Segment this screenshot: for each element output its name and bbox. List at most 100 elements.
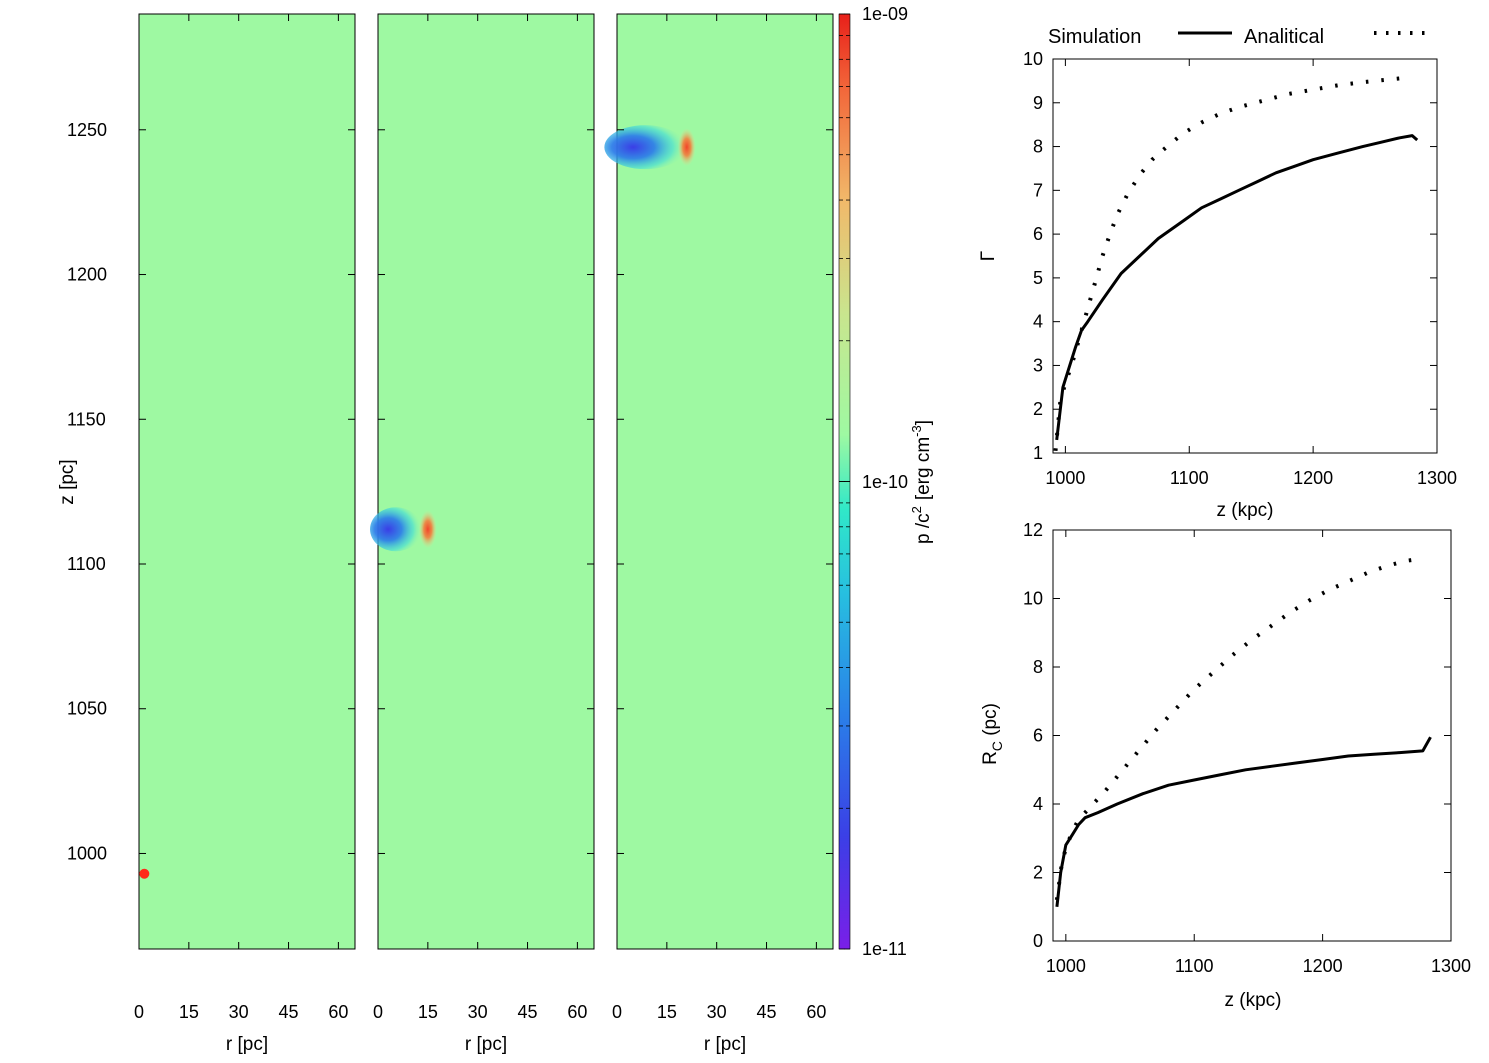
x-tick-label: 1100 <box>1175 956 1214 976</box>
colorbar-label-close: ] <box>913 420 934 425</box>
chart-series <box>1054 557 1432 907</box>
colorbar-minor-ticks <box>839 13 850 950</box>
y-tick-label: 12 <box>1023 520 1043 540</box>
x-tick-label: 60 <box>806 1002 826 1022</box>
heatmap-panel-1: 0 15 30 45 60 1250 1200 1150 1100 1050 1000 z [pc]… <box>57 13 356 1055</box>
low-pressure-core <box>370 507 422 552</box>
analitical-series-line <box>1054 557 1420 901</box>
colorbar-label-sup: 2 <box>909 506 924 513</box>
x-axis-title: z (kpc) <box>1217 500 1274 521</box>
heatmap-features <box>604 125 696 170</box>
x-tick-label: 1100 <box>1170 468 1209 488</box>
analitical-series-line <box>1053 75 1407 451</box>
colorbar-tick-label: 1e-10 <box>862 472 908 492</box>
x-axis-title: r [pc] <box>226 1034 268 1055</box>
y-tick-label: 1000 <box>67 843 107 863</box>
colorbar-label-unit: [erg cm <box>913 437 934 500</box>
y-tick-label: 1250 <box>67 120 107 140</box>
x-axis-title: r [pc] <box>704 1034 746 1055</box>
heatmap-field <box>138 13 356 950</box>
x-tick-label: 60 <box>328 1002 348 1022</box>
y-axis-title: Γ <box>978 251 999 261</box>
y-tick-label: 6 <box>1033 224 1043 244</box>
colorbar-tick-label: 1e-11 <box>862 939 907 959</box>
colorbar-label-unit-sup: -3 <box>909 425 924 437</box>
plot-frame <box>1052 529 1452 942</box>
heatmap-ticks: 0 15 30 45 60 1250 1200 1150 1100 1050 1000 <box>67 14 355 1022</box>
legend-label-simulation: Simulation <box>1048 26 1141 48</box>
x-axis-title: r [pc] <box>465 1034 507 1055</box>
y-tick-label: 4 <box>1033 312 1043 332</box>
y-tick-label: 1 <box>1033 443 1043 463</box>
y-tick-label: 1100 <box>67 554 106 574</box>
x-tick-label: 1000 <box>1045 468 1085 488</box>
y-tick-label: 2 <box>1033 399 1043 419</box>
y-tick-label: 0 <box>1033 931 1043 951</box>
chart-axes: 1000 1100 1200 1300 0 2 4 6 8 10 12 <box>1023 520 1471 976</box>
plot-frame <box>1052 58 1438 454</box>
x-tick-label: 15 <box>418 1002 438 1022</box>
x-tick-label: 30 <box>229 1002 249 1022</box>
x-tick-label: 60 <box>567 1002 587 1022</box>
y-tick-label: 1200 <box>67 265 107 285</box>
x-tick-label: 1300 <box>1431 956 1471 976</box>
chart-series <box>1053 75 1419 451</box>
x-tick-label: 1200 <box>1303 956 1343 976</box>
gamma-line-chart: Simulation Analitical 1000 1100 1200 1300 1 2… <box>978 26 1457 521</box>
y-tick-label: 8 <box>1033 137 1043 157</box>
x-tick-label: 1300 <box>1417 468 1457 488</box>
x-tick-label: 1200 <box>1293 468 1333 488</box>
high-pressure-shell <box>677 128 696 167</box>
colorbar: 1e-09 1e-10 1e-11 p /c2 [erg cm-3] <box>838 4 934 959</box>
colorbar-tick-label: 1e-09 <box>862 4 908 24</box>
x-tick-label: 45 <box>518 1002 538 1022</box>
simulation-series-line <box>1055 134 1419 441</box>
y-tick-label: 10 <box>1023 589 1043 609</box>
heatmap-panel-3: 0 15 30 45 60 r [pc] <box>604 13 834 1055</box>
y-tick-label: 4 <box>1033 794 1043 814</box>
y-tick-label: 7 <box>1033 180 1043 200</box>
chart-axes: 1000 1100 1200 1300 1 2 3 4 5 6 7 8 9 10 <box>1023 49 1457 488</box>
simulation-series-line <box>1055 736 1432 907</box>
low-pressure-core <box>604 125 687 170</box>
heatmap-panel-2: 0 15 30 45 60 r [pc] <box>370 13 595 1055</box>
y-axis-title: z [pc] <box>57 459 78 504</box>
x-tick-label: 15 <box>179 1002 199 1022</box>
x-tick-label: 15 <box>657 1002 677 1022</box>
x-tick-label: 0 <box>612 1002 622 1022</box>
high-pressure-shell <box>418 510 437 549</box>
x-tick-label: 45 <box>279 1002 299 1022</box>
chart-legend: Simulation Analitical <box>1048 26 1428 48</box>
high-pressure-blob <box>139 868 150 879</box>
x-tick-label: 1000 <box>1046 956 1086 976</box>
colorbar-label-main: p /c <box>913 513 934 544</box>
x-tick-label: 0 <box>134 1002 144 1022</box>
y-axis-title: RC (pc) <box>980 703 1005 765</box>
heatmap-features <box>370 507 437 552</box>
y-tick-label: 9 <box>1033 93 1043 113</box>
y-tick-label: 5 <box>1033 268 1043 288</box>
y-tick-label: 2 <box>1033 863 1043 883</box>
y-tick-label: 8 <box>1033 657 1043 677</box>
y-tick-label: 6 <box>1033 726 1043 746</box>
y-axis-title-unit: (pc) <box>980 703 1001 741</box>
y-axis-title-main: R <box>980 751 1001 765</box>
heatmap-field <box>616 13 834 950</box>
heatmap-ticks: 0 15 30 45 60 <box>612 14 833 1022</box>
x-tick-label: 30 <box>468 1002 488 1022</box>
legend-label-analitical: Analitical <box>1244 26 1324 48</box>
y-axis-title-sub: C <box>989 741 1005 751</box>
heatmap-ticks: 0 15 30 45 60 <box>373 14 594 1022</box>
x-tick-label: 45 <box>757 1002 777 1022</box>
rc-line-chart: 1000 1100 1200 1300 0 2 4 6 8 10 12 z (kpc) RC (pc… <box>980 520 1471 1011</box>
heatmap-features <box>139 868 150 879</box>
y-tick-label: 3 <box>1033 355 1043 375</box>
colorbar-label: p /c2 [erg cm-3] <box>909 420 934 544</box>
y-tick-label: 10 <box>1023 49 1043 69</box>
x-axis-title: z (kpc) <box>1225 990 1282 1011</box>
x-tick-label: 0 <box>373 1002 383 1022</box>
x-tick-label: 30 <box>707 1002 727 1022</box>
y-tick-label: 1150 <box>67 409 106 429</box>
y-tick-label: 1050 <box>67 699 107 719</box>
